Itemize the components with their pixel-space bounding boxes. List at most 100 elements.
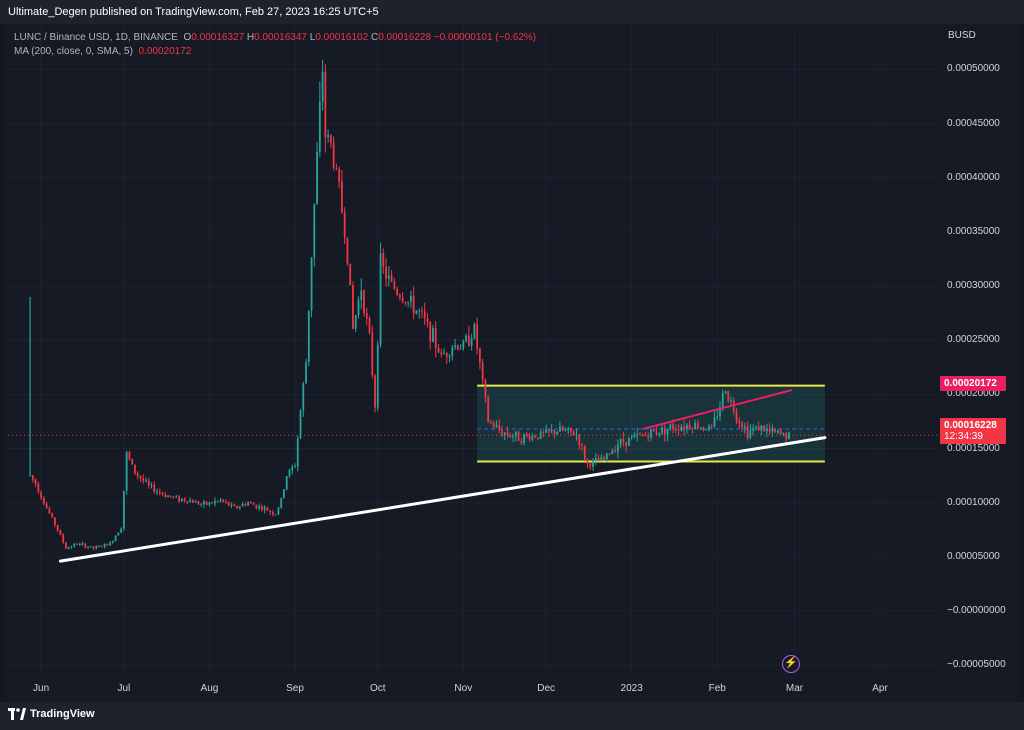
candle-body xyxy=(448,355,451,357)
candle-body xyxy=(396,288,399,295)
x-tick-label: Oct xyxy=(370,683,386,694)
candle-body xyxy=(324,71,327,138)
candle-body xyxy=(244,504,247,506)
candle-body xyxy=(178,496,180,502)
candle-body xyxy=(586,459,589,464)
candle-body xyxy=(716,416,719,418)
candle-body xyxy=(266,507,269,511)
candle-body xyxy=(498,425,501,431)
y-tick-label: 0.00025000 xyxy=(947,334,1000,346)
candle-body xyxy=(647,434,650,438)
candle-body xyxy=(139,475,142,479)
candle-body xyxy=(374,375,376,408)
symbol-label: LUNC / Binance USD, 1D, BINANCE xyxy=(14,32,178,43)
candle-body xyxy=(313,203,316,258)
candle-body xyxy=(327,135,330,138)
candle-body xyxy=(539,431,542,439)
ma-row: MA (200, close, 0, SMA, 5) 0.00020172 xyxy=(14,45,536,59)
candle-body xyxy=(332,142,335,168)
candle-body xyxy=(283,489,285,498)
candle-body xyxy=(219,499,222,501)
lightning-icon[interactable]: ⚡ xyxy=(782,655,800,673)
x-tick-label: Jul xyxy=(117,683,131,694)
last-price-tag: 0.00016228 12:34:39 xyxy=(940,418,1006,444)
candle-body xyxy=(487,397,490,423)
tradingview-logo-icon xyxy=(8,708,26,720)
candle-body xyxy=(575,434,578,436)
candle-body xyxy=(407,302,410,304)
candle-body xyxy=(125,452,128,491)
currency-label: BUSD xyxy=(948,30,976,41)
candle-body xyxy=(401,297,404,303)
candle-body xyxy=(191,500,194,503)
candle-body xyxy=(103,543,106,547)
candle-body xyxy=(451,347,454,356)
candle-body xyxy=(269,510,272,513)
candle-body xyxy=(719,407,721,417)
y-tick-label: 0.00040000 xyxy=(947,171,1000,183)
candle-body xyxy=(73,543,76,547)
candle-body xyxy=(89,546,92,548)
candle-body xyxy=(230,504,233,506)
x-tick-label: Apr xyxy=(872,683,888,694)
ma-label: MA (200, close, 0, SMA, 5) xyxy=(14,46,133,57)
candle-body xyxy=(131,458,134,465)
candle-body xyxy=(390,275,393,282)
candle-body xyxy=(553,429,556,435)
candle-body xyxy=(59,530,62,535)
candle-body xyxy=(346,237,349,264)
candle-body xyxy=(418,310,421,312)
candle-body xyxy=(156,491,158,493)
candle-body xyxy=(111,541,114,543)
candle-body xyxy=(205,501,208,505)
candle-body xyxy=(669,424,672,429)
candle-body xyxy=(31,475,34,480)
candle-body xyxy=(663,427,666,435)
candle-body xyxy=(581,445,583,447)
y-tick-label: 0.00050000 xyxy=(947,63,1000,75)
candle-body xyxy=(423,311,426,319)
candle-body xyxy=(691,428,694,430)
candle-body xyxy=(147,480,150,486)
chart-area[interactable] xyxy=(6,24,1018,702)
candle-body xyxy=(371,332,374,376)
candle-body xyxy=(338,168,341,182)
candle-body xyxy=(636,434,639,436)
candle-body xyxy=(426,318,429,323)
candle-body xyxy=(318,101,321,152)
candle-body xyxy=(194,501,197,503)
candle-body xyxy=(774,428,777,433)
candle-body xyxy=(37,483,40,493)
candle-body xyxy=(749,430,752,438)
candle-body xyxy=(258,506,261,509)
candle-body xyxy=(274,514,277,516)
candle-body xyxy=(78,543,81,545)
candle-body xyxy=(545,429,548,433)
candle-body xyxy=(434,327,437,348)
candle-body xyxy=(614,450,617,452)
x-tick-label: Jun xyxy=(33,683,50,694)
candle-body xyxy=(175,496,178,498)
moving-average-line xyxy=(642,389,792,430)
candle-body xyxy=(363,290,365,314)
candle-body xyxy=(48,508,51,514)
candle-body xyxy=(492,422,495,427)
tradingview-brand[interactable]: TradingView xyxy=(8,708,95,720)
candle-body xyxy=(410,295,412,303)
candle-body xyxy=(277,507,280,515)
x-tick-label: Sep xyxy=(286,683,304,694)
candle-body xyxy=(741,423,743,428)
candle-body xyxy=(42,497,45,504)
candle-body xyxy=(754,426,757,429)
candle-body xyxy=(478,348,481,363)
high-value: 0.00016347 xyxy=(254,32,307,43)
candle-body xyxy=(117,532,120,536)
candle-body xyxy=(454,345,456,348)
last-price-value: 0.00016228 xyxy=(944,420,997,431)
candle-body xyxy=(735,411,738,422)
candle-body xyxy=(357,299,360,316)
chart-legend: LUNC / Binance USD, 1D, BINANCE O0.00016… xyxy=(14,31,536,59)
candle-body xyxy=(216,500,219,502)
y-tick-label: −0.00005000 xyxy=(947,659,1006,671)
